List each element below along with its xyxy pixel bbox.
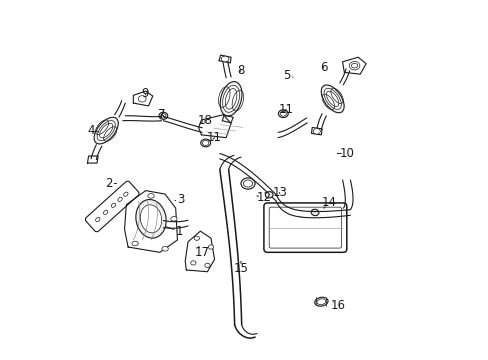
Ellipse shape (221, 56, 228, 62)
Text: 2: 2 (105, 177, 112, 190)
Text: 14: 14 (321, 197, 336, 210)
Ellipse shape (314, 297, 327, 306)
Ellipse shape (220, 82, 242, 116)
Text: 5: 5 (283, 69, 290, 82)
Text: 3: 3 (177, 193, 184, 206)
Text: 11: 11 (206, 131, 222, 144)
Ellipse shape (208, 245, 213, 249)
Text: 13: 13 (272, 186, 286, 199)
Text: 4: 4 (87, 124, 95, 137)
Ellipse shape (204, 263, 210, 267)
Ellipse shape (140, 205, 162, 233)
Ellipse shape (351, 63, 357, 68)
Ellipse shape (94, 117, 118, 144)
Ellipse shape (138, 96, 146, 102)
Ellipse shape (222, 85, 239, 112)
Ellipse shape (136, 199, 166, 238)
Text: 17: 17 (194, 246, 209, 259)
Text: 15: 15 (233, 262, 248, 275)
Ellipse shape (170, 216, 177, 221)
Ellipse shape (123, 192, 128, 196)
Text: 16: 16 (330, 299, 345, 312)
Text: 10: 10 (339, 147, 353, 160)
Text: 12: 12 (256, 191, 271, 204)
Ellipse shape (202, 140, 208, 145)
Ellipse shape (159, 112, 167, 119)
Ellipse shape (132, 241, 138, 246)
Ellipse shape (316, 299, 325, 305)
Ellipse shape (118, 197, 122, 202)
Ellipse shape (97, 121, 115, 141)
Ellipse shape (278, 110, 287, 118)
Ellipse shape (201, 139, 210, 147)
Ellipse shape (147, 194, 154, 198)
Ellipse shape (348, 62, 359, 70)
Ellipse shape (310, 209, 318, 216)
Text: 6: 6 (320, 60, 327, 73)
Text: 9: 9 (141, 87, 148, 100)
Text: 1: 1 (175, 225, 183, 238)
Ellipse shape (111, 203, 116, 207)
Text: 8: 8 (237, 64, 244, 77)
Ellipse shape (324, 88, 341, 109)
Ellipse shape (162, 247, 168, 251)
Ellipse shape (241, 178, 255, 189)
Ellipse shape (194, 236, 199, 240)
Ellipse shape (265, 192, 272, 198)
FancyBboxPatch shape (85, 181, 139, 232)
Text: 18: 18 (197, 113, 212, 126)
Ellipse shape (321, 85, 344, 113)
Ellipse shape (280, 111, 286, 116)
FancyBboxPatch shape (264, 203, 346, 252)
Ellipse shape (190, 261, 196, 265)
Text: 11: 11 (278, 103, 293, 116)
Ellipse shape (103, 210, 108, 215)
Ellipse shape (243, 180, 252, 187)
Ellipse shape (95, 217, 100, 221)
Ellipse shape (161, 114, 165, 118)
Text: 7: 7 (158, 108, 165, 121)
Ellipse shape (313, 129, 320, 134)
